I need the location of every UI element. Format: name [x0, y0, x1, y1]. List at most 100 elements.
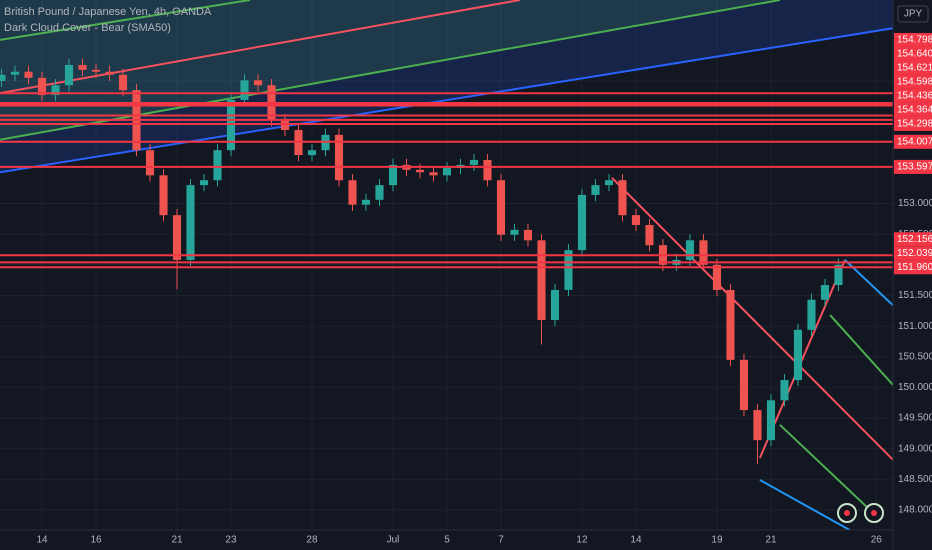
- candle-body: [24, 71, 33, 78]
- level-tag: [894, 102, 932, 117]
- candle-body: [766, 400, 776, 441]
- y-tick-label: 150.000: [898, 382, 932, 393]
- level-tag-label: 154.007: [897, 136, 932, 147]
- level-tag-label: 154.798: [897, 35, 932, 46]
- y-tick-label: 151.500: [898, 290, 932, 301]
- candle-body: [780, 380, 789, 401]
- candle-body: [645, 224, 654, 246]
- candle-body: [537, 240, 546, 320]
- x-tick-label: 12: [576, 535, 588, 546]
- level-tag-label: 154.436: [897, 91, 932, 102]
- candle-body: [604, 180, 614, 186]
- candle-body: [186, 185, 195, 260]
- x-tick-label: 28: [306, 535, 318, 546]
- candle-body: [793, 329, 803, 381]
- trend-line: [0, 0, 251, 41]
- indicator-name: Dark Cloud Cover - Bear (SMA50): [4, 22, 171, 34]
- level-tag-label: 154.364: [897, 105, 932, 116]
- trend-line: [829, 314, 893, 386]
- level-tag-label: 154.640: [897, 49, 932, 60]
- candle-body: [51, 85, 60, 96]
- candle-body: [253, 80, 263, 86]
- x-tick-label: 5: [444, 535, 450, 546]
- level-tag: [894, 46, 932, 61]
- candle-body: [307, 150, 317, 156]
- y-tick-label: 150.500: [898, 351, 932, 362]
- candle-body: [348, 180, 357, 205]
- candle-body: [78, 64, 87, 70]
- candle-body: [240, 80, 249, 100]
- candle-body: [523, 229, 533, 241]
- currency-box[interactable]: [897, 5, 929, 23]
- candle-body: [631, 215, 641, 225]
- candle-body: [685, 240, 695, 260]
- candle-body: [591, 185, 600, 195]
- candle-body: [510, 229, 519, 235]
- x-tick-label: 26: [871, 535, 883, 546]
- x-tick-label: 21: [765, 535, 777, 546]
- trend-line: [0, 0, 521, 95]
- x-tick-label: 23: [225, 535, 237, 546]
- candle-body: [213, 150, 222, 181]
- candle-body: [334, 134, 344, 181]
- candle-body: [753, 410, 762, 441]
- candle-body: [172, 215, 182, 260]
- y-tick-label: 149.000: [898, 443, 932, 454]
- level-tag: [894, 134, 932, 149]
- x-tick-label: 14: [36, 535, 48, 546]
- candle-body: [10, 71, 20, 75]
- candle-body: [550, 289, 560, 320]
- level-tag-label: 154.598: [897, 77, 932, 88]
- candle-body: [483, 159, 492, 181]
- y-tick-label: 151.000: [898, 321, 932, 332]
- candle-body: [429, 172, 438, 176]
- candle-body: [820, 285, 830, 300]
- level-tag: [894, 60, 932, 75]
- candle-body: [0, 74, 6, 81]
- level-tag-label: 152.156: [897, 234, 932, 245]
- candle-body: [388, 164, 398, 186]
- candle-body: [807, 299, 816, 330]
- candle-body: [375, 185, 384, 200]
- level-tag-label: 154.298: [897, 119, 932, 130]
- candle-body: [64, 64, 74, 86]
- channel-fill: [0, 0, 893, 173]
- candle-body: [199, 180, 209, 186]
- level-tag-label: 154.621: [897, 63, 932, 74]
- currency-label: JPY: [904, 9, 923, 20]
- candle-body: [442, 167, 452, 176]
- level-tag: [894, 246, 932, 261]
- y-tick-label: 149.500: [898, 413, 932, 424]
- event-icon-dot: [871, 510, 877, 516]
- x-tick-label: 7: [498, 535, 504, 546]
- chart-title: British Pound / Japanese Yen, 4h, OANDA: [4, 6, 212, 18]
- candle-body: [415, 169, 425, 173]
- level-tag: [894, 74, 932, 89]
- candle-body: [699, 240, 708, 265]
- x-tick-label: 19: [711, 535, 723, 546]
- candle-body: [618, 180, 627, 216]
- level-tag: [894, 260, 932, 275]
- candle-body: [739, 359, 749, 411]
- candle-body: [118, 74, 128, 91]
- x-tick-label: 14: [630, 535, 642, 546]
- candle-body: [105, 71, 114, 75]
- trend-line: [0, 27, 893, 174]
- candle-body: [37, 77, 47, 96]
- x-tick-label: Jul: [387, 535, 400, 546]
- level-tag-label: 151.960: [897, 262, 932, 273]
- candle-body: [834, 264, 843, 286]
- candle-body: [226, 99, 236, 151]
- event-icon-dot: [844, 510, 850, 516]
- candle-body: [145, 150, 155, 176]
- level-tag-label: 153.597: [897, 162, 932, 173]
- candle-body: [159, 175, 168, 216]
- y-tick-label: 153.000: [898, 198, 932, 209]
- level-tag: [894, 88, 932, 103]
- price-axis: 148.000 148.500 149.000 149.500 150.000 150.5…: [36, 32, 932, 546]
- y-tick-label: 148.500: [898, 474, 932, 485]
- x-tick-label: 16: [90, 535, 102, 546]
- candle-body: [469, 159, 479, 165]
- trend-line: [611, 177, 893, 461]
